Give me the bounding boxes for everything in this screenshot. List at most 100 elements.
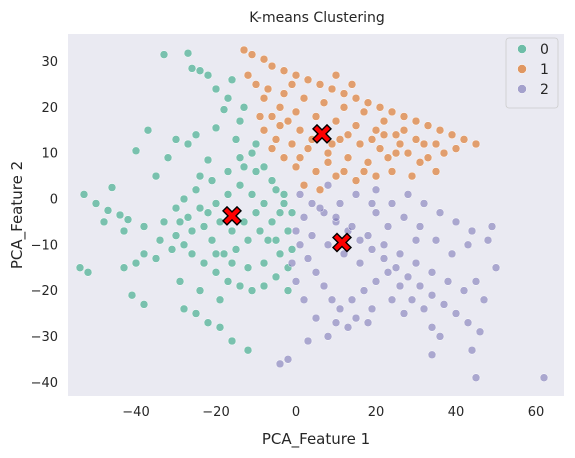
point-cluster-0 bbox=[275, 208, 285, 217]
point-cluster-1 bbox=[331, 171, 341, 181]
point-cluster-2 bbox=[355, 258, 365, 268]
point-cluster-0 bbox=[275, 249, 285, 259]
point-cluster-0 bbox=[175, 277, 185, 286]
point-cluster-2 bbox=[383, 268, 393, 277]
point-cluster-2 bbox=[391, 263, 401, 272]
point-cluster-0 bbox=[207, 235, 217, 245]
point-cluster-0 bbox=[235, 116, 245, 126]
point-cluster-0 bbox=[279, 190, 289, 199]
point-cluster-1 bbox=[375, 103, 385, 112]
point-cluster-0 bbox=[139, 249, 149, 259]
point-cluster-0 bbox=[159, 217, 169, 227]
point-cluster-2 bbox=[307, 231, 317, 240]
point-cluster-0 bbox=[215, 217, 225, 227]
point-cluster-1 bbox=[331, 116, 341, 126]
legend-label-2: 2 bbox=[540, 82, 549, 98]
chart-title: K-means Clustering bbox=[249, 10, 385, 26]
point-cluster-2 bbox=[371, 208, 381, 217]
point-cluster-0 bbox=[187, 64, 197, 73]
point-cluster-1 bbox=[435, 125, 445, 135]
point-cluster-0 bbox=[191, 130, 201, 140]
point-cluster-2 bbox=[359, 286, 369, 295]
point-cluster-2 bbox=[415, 281, 425, 291]
legend-box bbox=[505, 37, 559, 109]
point-cluster-0 bbox=[239, 162, 249, 172]
point-cluster-0 bbox=[131, 258, 141, 268]
x-tick-label: −40 bbox=[122, 405, 149, 420]
point-cluster-1 bbox=[295, 125, 305, 135]
point-cluster-1 bbox=[351, 93, 361, 103]
point-cluster-2 bbox=[539, 373, 549, 382]
point-cluster-1 bbox=[383, 153, 393, 162]
legend-label-1: 1 bbox=[540, 62, 549, 78]
point-cluster-0 bbox=[211, 123, 221, 133]
point-cluster-1 bbox=[279, 66, 289, 75]
point-cluster-2 bbox=[311, 313, 321, 323]
point-cluster-0 bbox=[287, 245, 297, 254]
point-cluster-0 bbox=[219, 249, 229, 259]
point-cluster-0 bbox=[251, 139, 261, 149]
point-cluster-2 bbox=[407, 295, 417, 305]
point-cluster-0 bbox=[263, 235, 273, 245]
point-cluster-2 bbox=[367, 245, 377, 254]
legend-marker-0 bbox=[517, 44, 527, 54]
point-cluster-1 bbox=[275, 121, 285, 130]
point-cluster-0 bbox=[131, 146, 141, 156]
point-cluster-1 bbox=[351, 121, 361, 130]
point-cluster-0 bbox=[139, 222, 149, 231]
point-cluster-0 bbox=[259, 162, 269, 172]
point-cluster-0 bbox=[183, 139, 193, 149]
point-cluster-1 bbox=[451, 144, 461, 153]
point-cluster-0 bbox=[179, 304, 189, 314]
y-tick-label: 30 bbox=[41, 55, 58, 70]
x-tick-label: 60 bbox=[528, 405, 545, 420]
point-cluster-0 bbox=[187, 249, 197, 259]
point-cluster-1 bbox=[395, 139, 405, 149]
point-cluster-0 bbox=[259, 199, 269, 208]
point-cluster-0 bbox=[211, 268, 221, 277]
legend-label-0: 0 bbox=[540, 42, 549, 58]
point-cluster-0 bbox=[251, 167, 261, 176]
centroid-marker-0 bbox=[222, 205, 242, 226]
point-cluster-1 bbox=[343, 153, 353, 162]
point-cluster-1 bbox=[299, 180, 309, 190]
point-cluster-1 bbox=[263, 84, 273, 94]
point-cluster-2 bbox=[335, 199, 345, 208]
x-tick-label: 40 bbox=[448, 405, 465, 420]
point-cluster-1 bbox=[423, 153, 433, 162]
point-cluster-0 bbox=[223, 277, 233, 286]
point-cluster-1 bbox=[415, 158, 425, 167]
point-cluster-0 bbox=[247, 148, 257, 158]
point-cluster-1 bbox=[247, 50, 257, 59]
point-cluster-2 bbox=[427, 290, 437, 300]
point-cluster-1 bbox=[351, 176, 361, 185]
point-cluster-0 bbox=[223, 190, 233, 199]
point-cluster-1 bbox=[359, 107, 369, 117]
point-cluster-2 bbox=[483, 235, 493, 245]
point-cluster-2 bbox=[387, 295, 397, 305]
point-cluster-2 bbox=[447, 249, 457, 259]
point-cluster-0 bbox=[267, 176, 277, 185]
point-cluster-1 bbox=[371, 125, 381, 135]
point-cluster-0 bbox=[227, 75, 237, 85]
point-cluster-0 bbox=[195, 203, 205, 213]
point-cluster-2 bbox=[295, 190, 305, 199]
point-cluster-0 bbox=[215, 295, 225, 305]
point-cluster-1 bbox=[375, 144, 385, 153]
point-cluster-2 bbox=[435, 208, 445, 217]
point-cluster-0 bbox=[183, 48, 193, 58]
point-cluster-2 bbox=[427, 350, 437, 360]
point-cluster-1 bbox=[291, 162, 301, 172]
point-cluster-0 bbox=[195, 171, 205, 181]
point-cluster-1 bbox=[339, 103, 349, 112]
point-cluster-1 bbox=[291, 70, 301, 80]
point-cluster-0 bbox=[243, 235, 253, 245]
point-cluster-2 bbox=[419, 199, 429, 208]
x-tick-label: 20 bbox=[368, 405, 385, 420]
point-cluster-1 bbox=[407, 171, 417, 181]
point-cluster-2 bbox=[479, 295, 489, 305]
point-cluster-0 bbox=[167, 245, 177, 254]
point-cluster-0 bbox=[151, 171, 161, 181]
point-cluster-1 bbox=[295, 153, 305, 162]
point-cluster-0 bbox=[203, 155, 213, 165]
